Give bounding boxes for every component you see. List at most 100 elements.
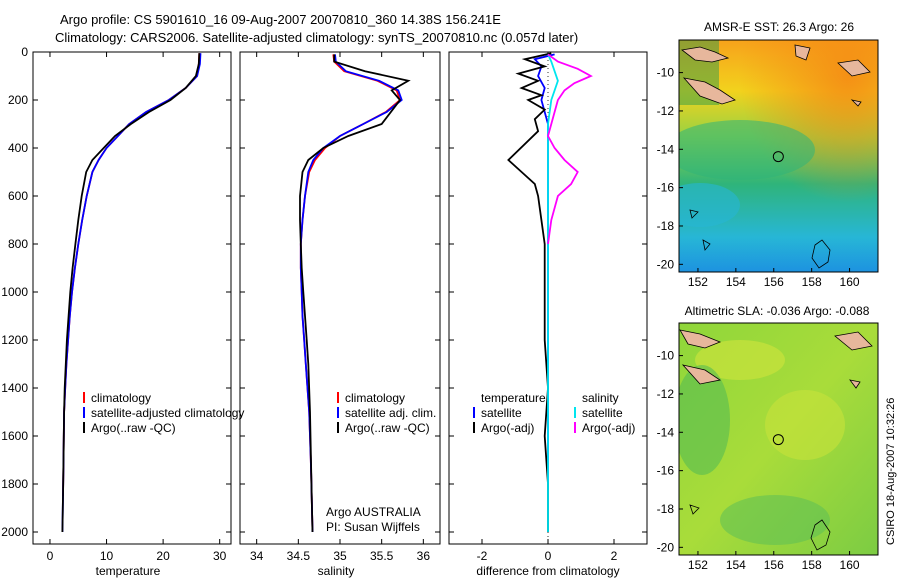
sst-argo-marker bbox=[772, 151, 784, 163]
sla-field-low-south bbox=[720, 495, 830, 545]
sla-coastline-islands bbox=[679, 329, 873, 389]
y-tick-label: 1600 bbox=[1, 429, 28, 443]
sst-contours bbox=[689, 209, 831, 269]
x-tick-label: -2 bbox=[477, 549, 488, 563]
sla-contours bbox=[689, 504, 831, 551]
lat-tick-label: -16 bbox=[657, 464, 675, 478]
x-tick-label: 34.5 bbox=[287, 549, 311, 563]
legend-label-argo: Argo(..raw -QC) bbox=[91, 421, 176, 435]
lat-tick-label: -20 bbox=[657, 540, 675, 554]
salinity-panel: 34 34.5 35 35.5 36 climatology satellite adj… bbox=[239, 51, 441, 578]
lon-tick-label: 152 bbox=[688, 558, 708, 572]
csiro-timestamp: CSIRO 18-Aug-2007 10:32:26 bbox=[885, 398, 897, 545]
x-tick-label: 35.5 bbox=[370, 549, 394, 563]
lon-tick-label: 152 bbox=[688, 275, 708, 289]
sla-map-axis-ticks: 152 154 156 158 160 -10 -12 -14 -16 -18 -20 bbox=[657, 349, 860, 572]
lon-tick-label: 156 bbox=[764, 558, 784, 572]
y-tick-label: 1400 bbox=[1, 381, 28, 395]
sla-map-panel: Altimetric SLA: -0.036 Argo: -0.088 152 1… bbox=[657, 304, 879, 572]
temperature-series bbox=[61, 53, 202, 533]
lat-tick-label: -18 bbox=[657, 502, 675, 516]
lat-tick-label: -16 bbox=[657, 181, 675, 195]
sla-map-frame bbox=[678, 322, 879, 556]
lon-tick-label: 158 bbox=[802, 558, 822, 572]
y-tick-label: 1800 bbox=[1, 477, 28, 491]
x-tick-label: 30 bbox=[213, 549, 227, 563]
figure-title-line1: Argo profile: CS 5901610_16 09-Aug-2007 … bbox=[60, 12, 501, 27]
sst-map-axis-ticks: 152 154 156 158 160 -10 -12 -14 -16 -18 -20 bbox=[657, 66, 860, 289]
x-tick-label: 34 bbox=[250, 549, 264, 563]
x-tick-label: 35 bbox=[333, 549, 347, 563]
lat-tick-label: -10 bbox=[657, 349, 675, 363]
legend-label-climatology: climatology bbox=[345, 391, 405, 405]
lon-tick-label: 158 bbox=[802, 275, 822, 289]
series-line-climatology bbox=[299, 54, 402, 533]
sst-map-panel: AMSR-E SST: 26.3 Argo: 26 152 154 156 158 16… bbox=[657, 20, 879, 289]
difference-x-label: difference from climatology bbox=[476, 564, 619, 578]
difference-axis-ticks: -2 0 2 bbox=[449, 51, 647, 563]
lon-tick-label: 156 bbox=[764, 275, 784, 289]
legend-label-salinity-satellite: satellite bbox=[582, 406, 623, 420]
legend-label-temperature-argo: Argo(-adj) bbox=[481, 421, 534, 435]
salinity-series bbox=[299, 54, 411, 533]
y-tick-label: 1000 bbox=[1, 285, 28, 299]
salinity-annotation-program: Argo AUSTRALIA bbox=[326, 505, 421, 519]
difference-panel: -2 0 2 temperature satellite Argo(-adj) sa… bbox=[448, 51, 648, 578]
y-tick-label: 1200 bbox=[1, 333, 28, 347]
salinity-legend: climatology satellite adj. clim. Argo(..… bbox=[337, 391, 436, 435]
y-tick-label: 800 bbox=[8, 237, 28, 251]
temperature-panel: 0 10 20 30 0 200 400 600 800 1000 1200 1400 1600 1800… bbox=[1, 45, 244, 578]
sst-field-green-tongue bbox=[679, 120, 815, 180]
legend-heading-salinity: salinity bbox=[582, 391, 619, 405]
salinity-plot-frame bbox=[239, 51, 441, 545]
lat-tick-label: -18 bbox=[657, 219, 675, 233]
y-tick-label: 200 bbox=[8, 93, 28, 107]
y-tick-label: 0 bbox=[21, 45, 28, 59]
difference-legend-salinity: salinity satellite Argo(-adj) bbox=[574, 391, 635, 435]
temperature-axis-ticks: 0 10 20 30 0 200 400 600 800 1000 1200 1400 1600 1800… bbox=[1, 45, 231, 563]
series-line-argo-raw-qc bbox=[299, 54, 411, 533]
x-tick-label: 20 bbox=[156, 549, 170, 563]
y-tick-label: 2000 bbox=[1, 525, 28, 539]
series-line-argo-raw-qc bbox=[61, 53, 201, 533]
lat-tick-label: -10 bbox=[657, 66, 675, 80]
sst-coastline-islands bbox=[681, 44, 871, 107]
series-line-satellite-adjusted-climatology bbox=[61, 53, 202, 533]
lat-tick-label: -14 bbox=[657, 142, 675, 156]
lat-tick-label: -12 bbox=[657, 104, 675, 118]
series-line-salinity-argo-adj bbox=[547, 53, 593, 245]
lon-tick-label: 154 bbox=[726, 275, 746, 289]
legend-label-salinity-argo: Argo(-adj) bbox=[582, 421, 635, 435]
sla-map-title: Altimetric SLA: -0.036 Argo: -0.088 bbox=[685, 304, 870, 318]
series-line-temperature-argo-adj bbox=[507, 52, 552, 532]
sla-argo-marker bbox=[772, 434, 784, 446]
sst-map-field bbox=[679, 40, 878, 272]
temperature-legend: climatology satellite-adjusted climatolo… bbox=[83, 391, 244, 435]
lat-tick-label: -14 bbox=[657, 425, 675, 439]
lon-tick-label: 160 bbox=[840, 275, 860, 289]
lon-tick-label: 160 bbox=[840, 558, 860, 572]
y-tick-label: 600 bbox=[8, 189, 28, 203]
difference-series bbox=[507, 52, 593, 532]
x-tick-label: 10 bbox=[100, 549, 114, 563]
legend-label-satellite: satellite-adjusted climatology bbox=[91, 406, 244, 420]
sst-map-frame bbox=[678, 39, 879, 273]
figure-title-line2: Climatology: CARS2006. Satellite-adjuste… bbox=[55, 30, 578, 45]
x-tick-label: 0 bbox=[545, 549, 552, 563]
legend-heading-temperature: temperature bbox=[481, 391, 546, 405]
salinity-axis-ticks: 34 34.5 35 35.5 36 bbox=[240, 51, 440, 563]
salinity-x-label: salinity bbox=[318, 564, 355, 578]
legend-label-argo: Argo(..raw -QC) bbox=[345, 421, 430, 435]
lat-tick-label: -20 bbox=[657, 257, 675, 271]
series-line-satellite-adj-clim bbox=[299, 54, 403, 533]
difference-legend-temperature: temperature satellite Argo(-adj) bbox=[473, 391, 546, 435]
sla-field-high-north bbox=[695, 340, 785, 380]
sla-map-field bbox=[679, 323, 878, 555]
x-tick-label: 36 bbox=[417, 549, 431, 563]
sla-field-low-west bbox=[679, 365, 730, 475]
sst-map-title: AMSR-E SST: 26.3 Argo: 26 bbox=[704, 20, 854, 34]
sla-field-high-central bbox=[765, 390, 845, 460]
lon-tick-label: 154 bbox=[726, 558, 746, 572]
salinity-annotation-pi: PI: Susan Wijffels bbox=[326, 520, 420, 534]
